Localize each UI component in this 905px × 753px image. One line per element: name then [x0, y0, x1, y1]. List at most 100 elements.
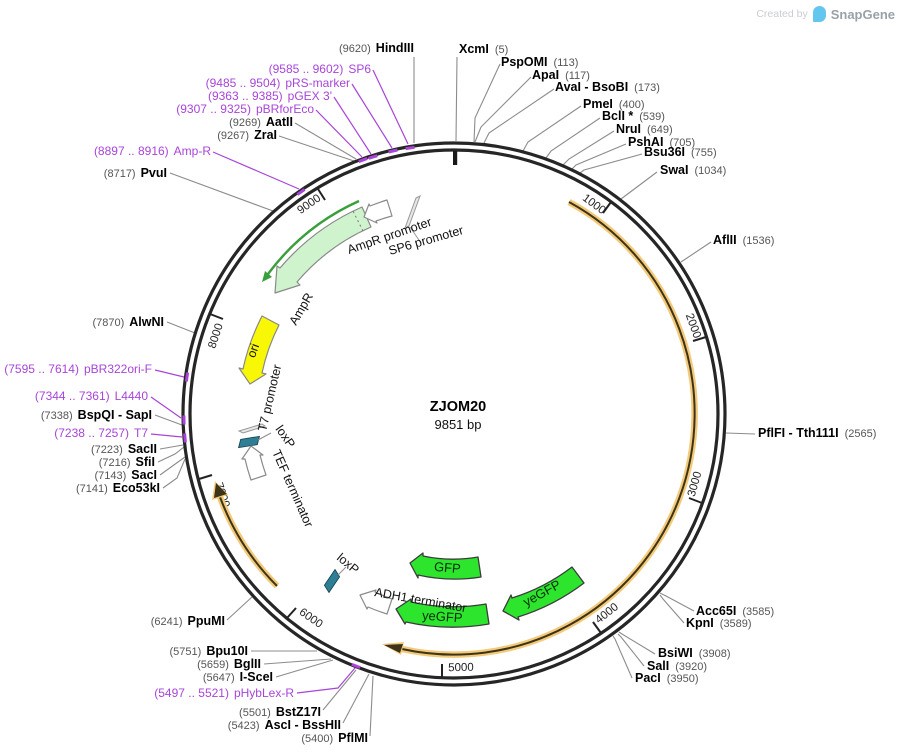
enzyme-label-pshai[interactable]: PshAI (705): [628, 136, 695, 150]
callout-line-sali: [617, 633, 645, 667]
ampr-promoter-arrow[interactable]: [363, 199, 393, 224]
enzyme-label-zrai[interactable]: (9267) ZraI: [217, 129, 277, 143]
enzyme-pos: (7338): [40, 410, 73, 422]
yegfp-feature-arrow-b[interactable]: [395, 598, 490, 628]
created-by-text: Created by: [756, 8, 808, 20]
callout-line-pgex3: [333, 96, 372, 155]
enzyme-callout-lines: [154, 56, 756, 737]
enzyme-name: AscI - BssHII: [264, 718, 341, 732]
t7-promoter-glyph[interactable]: [237, 423, 267, 434]
enzyme-name: BglII: [233, 657, 261, 671]
primer-label-l4440[interactable]: (7344 .. 7361) L4440: [35, 390, 148, 403]
primer-tick-amp-r: [296, 188, 306, 196]
enzyme-label-paci[interactable]: PacI (3950): [635, 672, 699, 686]
enzyme-name: PmeI: [583, 97, 613, 111]
enzyme-label-apai[interactable]: ApaI (117): [532, 69, 590, 83]
callout-line-l4440: [150, 396, 182, 419]
enzyme-name: HindIII: [375, 41, 414, 55]
enzyme-label-hindiii[interactable]: (9620) HindIII: [339, 42, 414, 56]
enzyme-label-pspomi[interactable]: PspOMI (113): [501, 56, 578, 70]
enzyme-label-pmei[interactable]: PmeI (400): [583, 98, 645, 112]
sp6-promoter-glyph[interactable]: [404, 194, 422, 244]
enzyme-label-bstz17i[interactable]: (5501) BstZ17I: [239, 706, 321, 720]
primer-pos: (9363 .. 9385): [207, 89, 283, 103]
ampr-internal-boundary: [352, 210, 364, 232]
primer-name: pRS-marker: [285, 76, 350, 90]
enzyme-name: SacI: [131, 468, 157, 482]
orange-feature-arc-2[interactable]: [212, 481, 280, 589]
enzyme-label-nrui[interactable]: NruI (649): [616, 123, 673, 137]
primer-label-phyblex-r[interactable]: (5497 .. 5521) pHybLex-R: [154, 687, 294, 700]
enzyme-name: I-SceI: [239, 670, 273, 684]
enzyme-pos: (173): [634, 82, 660, 94]
primer-label-t7[interactable]: (7238 .. 7257) T7: [54, 427, 148, 440]
callout-line-aflii: [680, 241, 712, 263]
t7-promoter-blade: [237, 423, 267, 434]
enzyme-label-iscei[interactable]: (5647) I-SceI: [203, 671, 273, 685]
callout-line-apai: [474, 76, 532, 143]
enzyme-label-avai-bsobi[interactable]: AvaI - BsoBI (173): [555, 81, 660, 95]
primer-label-prs-marker[interactable]: (9485 .. 9504) pRS-marker: [206, 77, 350, 90]
enzyme-label-aatii[interactable]: (9269) AatII: [229, 116, 293, 130]
primer-label-pbrforeco[interactable]: (9307 .. 9325) pBRforEco: [176, 103, 314, 116]
enzyme-name: PacI: [635, 671, 661, 685]
adh1-terminator-arrow[interactable]: [359, 589, 393, 615]
enzyme-label-bsu36i[interactable]: Bsu36I (755): [644, 146, 717, 160]
loxp-marker-1[interactable]: [237, 435, 261, 449]
enzyme-label-bpu10i[interactable]: (5751) Bpu10I: [170, 645, 248, 659]
primer-ring-ticks: [182, 145, 415, 670]
callout-line-bsu36i: [579, 153, 643, 174]
primer-tick-phyblex-r: [351, 662, 361, 670]
tick-label-9000: 9000: [295, 192, 323, 217]
enzyme-label-swai[interactable]: SwaI (1034): [660, 164, 726, 178]
primer-label-pgex3[interactable]: (9363 .. 9385) pGEX 3': [208, 90, 332, 103]
enzyme-label-acc65i[interactable]: Acc65I (3585): [696, 605, 774, 619]
ori-feature-arrow[interactable]: [238, 315, 280, 385]
callout-line-alwni: [166, 321, 196, 334]
enzyme-label-pflmi[interactable]: (5400) PflMI: [301, 732, 368, 746]
orange-arc2-arrowhead: [214, 483, 227, 498]
enzyme-name: SalI: [647, 659, 670, 673]
enzyme-label-sacii[interactable]: (7223) SacII: [91, 443, 157, 457]
enzyme-label-xcmi[interactable]: XcmI (5): [459, 43, 508, 57]
callout-line-pflfi: [725, 432, 756, 435]
tef-terminator-arrow[interactable]: [241, 445, 267, 481]
ampr-feature-arrow[interactable]: [262, 199, 372, 294]
enzyme-pos: (2565): [844, 428, 877, 440]
enzyme-label-pflfi-tth111i[interactable]: PflFI - Tth111I (2565): [758, 427, 876, 441]
orange-feature-arc-1[interactable]: [382, 199, 698, 658]
tick-label-8000: 8000: [206, 322, 225, 350]
callout-line-zrai: [278, 135, 355, 162]
primer-label-amp-r[interactable]: (8897 .. 8916) Amp-R: [94, 145, 211, 158]
callout-line-amp-r: [212, 151, 300, 190]
enzyme-label-bspqi-sapi[interactable]: (7338) BspQI - SapI: [41, 409, 152, 423]
enzyme-label-sfii[interactable]: (7216) SfiI: [99, 456, 155, 470]
snapgene-brand-text: SnapGene: [830, 6, 895, 22]
primer-label-pbr322ori-f[interactable]: (7595 .. 7614) pBR322ori-F: [4, 363, 152, 376]
enzyme-label-saci[interactable]: (7143) SacI: [94, 469, 157, 483]
enzyme-label-kpni[interactable]: KpnI (3589): [686, 617, 752, 631]
loxp-marker-2[interactable]: [322, 568, 342, 594]
tick-7000: [198, 474, 213, 480]
primer-label-sp6[interactable]: (9585 .. 9602) SP6: [269, 63, 371, 76]
callout-line-pbr322ori-f: [154, 369, 185, 378]
yegfp-feature-arrow-a[interactable]: [502, 566, 585, 621]
enzyme-label-alwni[interactable]: (7870) AlwNI: [92, 316, 164, 330]
enzyme-label-pvui[interactable]: (8717) PvuI: [104, 167, 167, 181]
enzyme-pos: (1034): [694, 165, 727, 177]
enzyme-label-ppumi[interactable]: (6241) PpuMI: [151, 615, 225, 629]
tick-label-5000: 5000: [448, 662, 474, 674]
enzyme-label-bcli[interactable]: BclI * (539): [602, 110, 665, 124]
enzyme-pos: (6241): [150, 616, 183, 628]
enzyme-label-asci-bsshii[interactable]: (5423) AscI - BssHII: [228, 719, 341, 733]
enzyme-label-sali[interactable]: SalI (3920): [647, 660, 707, 674]
tick-8000: [209, 313, 224, 320]
enzyme-label-bglii[interactable]: (5659) BglII: [197, 658, 261, 672]
enzyme-name: AlwNI: [129, 315, 164, 329]
gfp-feature-arrow[interactable]: [409, 552, 482, 580]
enzyme-name: AvaI - BsoBI: [555, 80, 629, 94]
enzyme-name: AflII: [713, 233, 737, 247]
enzyme-label-aflii[interactable]: AflII (1536): [713, 234, 774, 248]
enzyme-label-eco53ki[interactable]: (7141) Eco53kI: [76, 482, 160, 496]
enzyme-label-bsiwi[interactable]: BsiWI (3908): [658, 647, 731, 661]
